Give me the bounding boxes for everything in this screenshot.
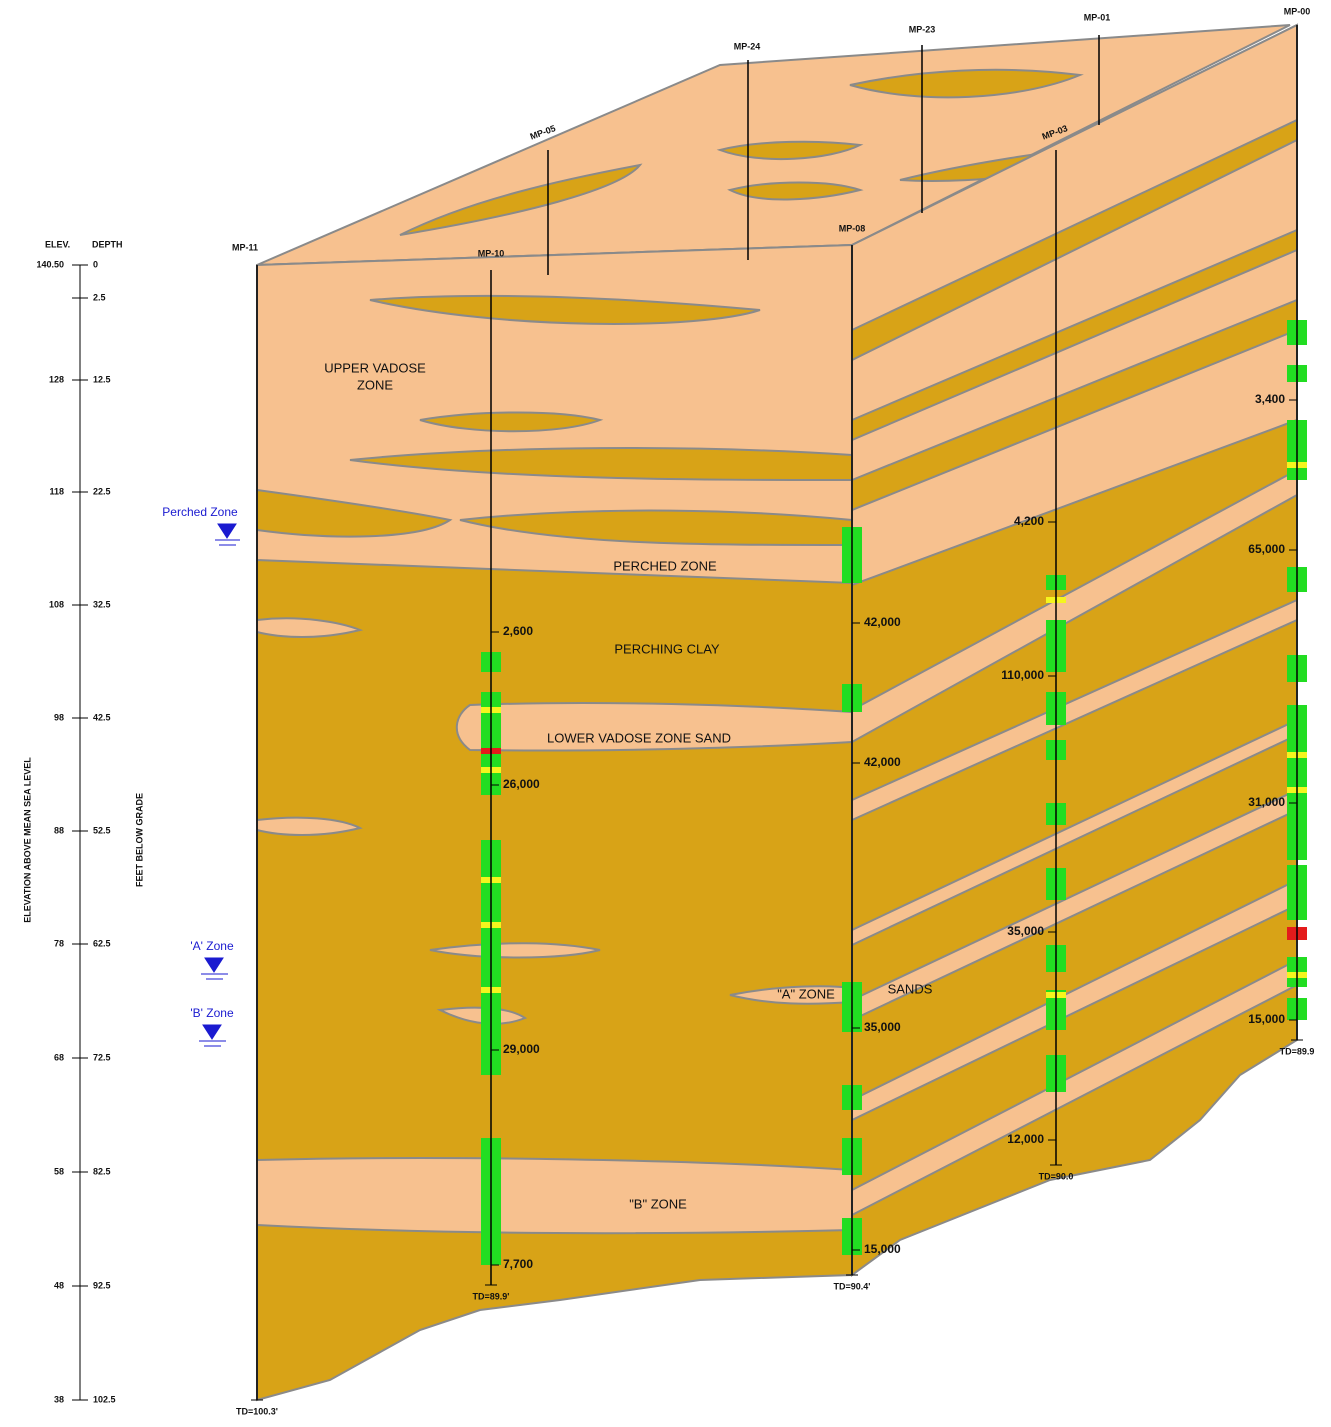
water-level-label: 'B' Zone — [190, 1006, 234, 1020]
concentration: 4,200 — [1014, 514, 1044, 528]
concentration: 3,400 — [1255, 392, 1285, 406]
depth-label: 42.5 — [93, 712, 111, 722]
total-depth: TD=90.0 — [1039, 1171, 1074, 1181]
fence-diagram: ELEV. DEPTH ELEVATION ABOVE MEAN SEA LEV… — [0, 0, 1331, 1427]
water-level-label: Perched Zone — [162, 505, 238, 519]
elevation-label: 98 — [54, 712, 64, 722]
total-depth: TD=100.3' — [236, 1406, 278, 1416]
scale-header: ELEV. — [45, 239, 70, 249]
elevation-label: 38 — [54, 1394, 64, 1404]
zone-label: "B" ZONE — [629, 1196, 687, 1211]
depth-scale: ELEV. DEPTH ELEVATION ABOVE MEAN SEA LEV… — [22, 239, 144, 1404]
concentration: 110,000 — [1001, 668, 1044, 682]
concentration: 12,000 — [1007, 1132, 1044, 1146]
elevation-label: 118 — [49, 486, 64, 496]
depth-label: 0 — [93, 259, 98, 269]
zone-label: "A" ZONE — [777, 986, 835, 1001]
geology — [257, 25, 1297, 1400]
elevation-label: 58 — [54, 1166, 64, 1176]
depth-label: 2.5 — [93, 292, 106, 302]
well-name: MP-00 — [1284, 6, 1311, 16]
depth-label: 12.5 — [93, 374, 111, 384]
concentration: 42,000 — [864, 615, 901, 629]
well-name: MP-23 — [909, 24, 936, 34]
depth-label: 62.5 — [93, 938, 111, 948]
total-depth: TD=89.9 — [1280, 1046, 1315, 1056]
concentration: 26,000 — [503, 777, 540, 791]
concentration: 29,000 — [503, 1042, 540, 1056]
depth-label: 52.5 — [93, 825, 111, 835]
total-depth: TD=90.4' — [834, 1281, 871, 1291]
concentration: 15,000 — [864, 1242, 901, 1256]
zone-label: PERCHED ZONE — [613, 558, 717, 573]
well-name: MP-08 — [839, 223, 866, 233]
depth-label: 102.5 — [93, 1394, 116, 1404]
water-symbol — [215, 524, 240, 545]
total-depth: TD=89.9' — [473, 1291, 510, 1301]
concentration: 35,000 — [1007, 924, 1044, 938]
concentration: 15,000 — [1248, 1012, 1285, 1026]
well-name: MP-01 — [1084, 12, 1111, 22]
depth-label: 92.5 — [93, 1280, 111, 1290]
water-level-label: 'A' Zone — [190, 939, 234, 953]
elevation-label: 48 — [54, 1280, 64, 1290]
elevation-label: 78 — [54, 938, 64, 948]
elevation-label: 108 — [49, 599, 64, 609]
depth-label: 22.5 — [93, 486, 111, 496]
elevation-label: 88 — [54, 825, 64, 835]
concentration: 2,600 — [503, 624, 533, 638]
zone-label: LOWER VADOSE ZONE SAND — [547, 730, 731, 745]
water-symbol — [199, 1025, 226, 1046]
zone-label: PERCHING CLAY — [614, 641, 720, 656]
well-name: MP-24 — [734, 41, 761, 51]
concentration: 65,000 — [1248, 542, 1285, 556]
elevation-title: ELEVATION ABOVE MEAN SEA LEVEL — [22, 757, 32, 923]
concentration: 42,000 — [864, 755, 901, 769]
elevation-label: 128 — [49, 374, 64, 384]
concentration: 7,700 — [503, 1257, 533, 1271]
elevation-label: 140.50 — [36, 259, 64, 269]
water-symbol — [201, 958, 228, 979]
zone-label: SANDS — [888, 981, 933, 996]
concentration: 35,000 — [864, 1020, 901, 1034]
depth-label: 32.5 — [93, 599, 111, 609]
well-name: MP-11 — [232, 242, 258, 252]
concentration: 31,000 — [1248, 795, 1285, 809]
depth-label: 82.5 — [93, 1166, 111, 1176]
zone-label: ZONE — [357, 377, 393, 392]
scale-header: DEPTH — [92, 239, 123, 249]
zone-label: UPPER VADOSE — [324, 360, 426, 375]
depth-label: 72.5 — [93, 1052, 111, 1062]
well-name: MP-10 — [478, 248, 505, 258]
depth-title: FEET BELOW GRADE — [134, 793, 144, 887]
elevation-label: 68 — [54, 1052, 64, 1062]
water-levels: Perched Zone 'A' Zone 'B' Zone — [162, 505, 240, 1046]
